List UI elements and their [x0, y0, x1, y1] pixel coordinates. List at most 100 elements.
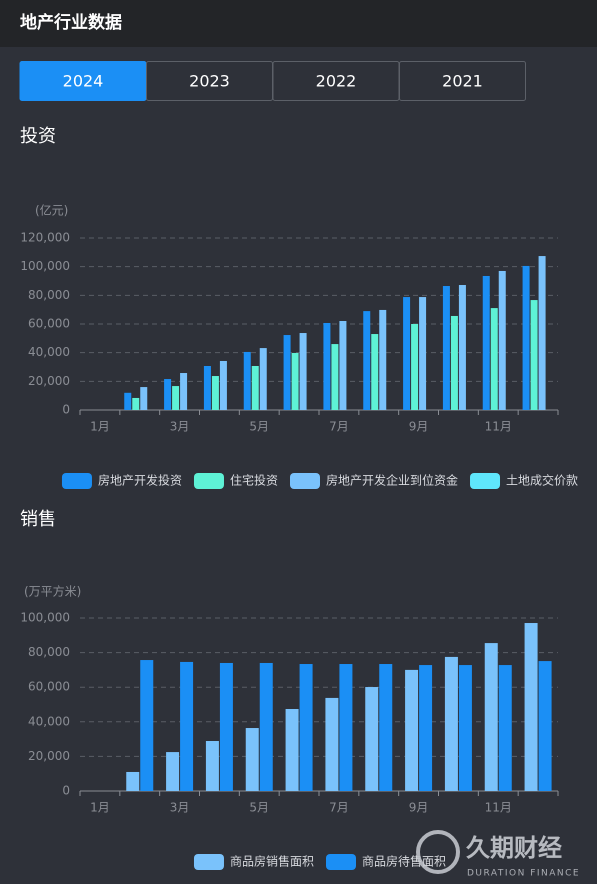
x-tick-label: 9月 [409, 801, 429, 815]
bar [219, 360, 227, 410]
x-tick-label: 7月 [329, 801, 349, 815]
bar [259, 662, 273, 791]
section-title: 投资 [20, 126, 56, 147]
bar [365, 687, 379, 791]
legend-swatch [193, 854, 224, 870]
bar [405, 669, 419, 791]
y-tick-label: 20,000 [28, 374, 70, 388]
bar [363, 311, 371, 410]
legend-label: 商品房销售面积 [230, 854, 314, 869]
bar [219, 662, 233, 791]
bar [490, 308, 498, 410]
y-tick-label: 0 [62, 784, 70, 798]
bar [498, 270, 506, 410]
legend-swatch [290, 473, 320, 489]
legend-label: 商品房待售面积 [362, 854, 446, 869]
legend-swatch [470, 473, 501, 489]
legend-label: 土地成交价款 [506, 473, 578, 488]
tab-label: 2024 [63, 72, 104, 91]
y-axis-unit: (亿元) [35, 203, 68, 218]
bar [245, 728, 259, 791]
bar [419, 665, 433, 791]
bar [299, 333, 307, 410]
y-tick-label: 100,000 [20, 259, 70, 273]
bar [522, 265, 530, 410]
bar [259, 348, 267, 410]
year-tab[interactable]: 2022 [272, 61, 400, 101]
year-tab[interactable]: 2024 [19, 61, 147, 101]
y-tick-label: 20,000 [28, 749, 70, 763]
legend-swatch [61, 473, 92, 489]
tab-label: 2023 [189, 72, 230, 91]
bar [291, 352, 299, 410]
legend-label: 房地产开发投资 [98, 473, 182, 488]
legend-label: 房地产开发企业到位资金 [326, 473, 458, 488]
year-tab[interactable]: 2023 [146, 61, 273, 101]
bar [450, 315, 458, 410]
bar [172, 386, 180, 410]
bar [211, 376, 219, 410]
bar [538, 256, 546, 410]
x-tick-label: 9月 [409, 420, 429, 434]
bar [283, 335, 291, 410]
x-tick-label: 11月 [485, 420, 512, 434]
year-tab[interactable]: 2021 [399, 61, 526, 101]
y-tick-label: 120,000 [20, 231, 70, 245]
bar [164, 379, 172, 410]
bar [325, 697, 339, 791]
legend: 房地产开发投资 住宅投资 房地产开发企业到位资金 土地成交价款 [61, 473, 578, 489]
bar [524, 623, 538, 791]
bar [180, 373, 188, 410]
bar [530, 300, 538, 410]
watermark-logo [416, 830, 460, 874]
x-tick-label: 5月 [249, 420, 269, 434]
x-tick-label: 1月 [90, 801, 110, 815]
y-axis-unit: (万平方米) [24, 584, 81, 599]
y-tick-label: 60,000 [28, 680, 70, 694]
bar [285, 708, 299, 791]
tab-label: 2022 [316, 72, 357, 91]
watermark-tagline: DURATION FINANCE [467, 869, 580, 879]
y-tick-label: 80,000 [28, 645, 70, 659]
page-title: 地产行业数据 [20, 12, 122, 33]
y-tick-label: 100,000 [20, 611, 70, 625]
bar [299, 664, 313, 791]
x-tick-label: 7月 [329, 420, 349, 434]
bar [180, 661, 194, 791]
bar [482, 275, 490, 410]
tab-box [399, 61, 526, 101]
bar [205, 741, 219, 791]
x-tick-label: 3月 [170, 420, 190, 434]
bar [371, 334, 379, 410]
legend-label: 住宅投资 [230, 473, 278, 488]
y-tick-label: 40,000 [28, 345, 70, 359]
bar [444, 656, 458, 791]
bar [124, 392, 132, 410]
bar [411, 324, 419, 410]
bar [132, 397, 140, 410]
bar [458, 285, 466, 410]
bar [331, 344, 339, 410]
bar [379, 664, 393, 791]
y-tick-label: 0 [62, 403, 70, 417]
y-tick-label: 60,000 [28, 317, 70, 331]
bar [140, 660, 154, 791]
watermark: 久期财经 DURATION FINANCE [416, 830, 580, 879]
y-tick-label: 80,000 [28, 288, 70, 302]
bar [442, 286, 450, 410]
bar [323, 322, 331, 410]
bar [140, 387, 148, 410]
bar [126, 771, 140, 791]
watermark-brand: 久期财经 [466, 834, 562, 862]
tab-label: 2021 [442, 72, 483, 91]
bar [498, 665, 512, 791]
x-tick-label: 1月 [90, 420, 110, 434]
bar [203, 365, 211, 410]
x-tick-label: 5月 [249, 801, 269, 815]
bar [251, 365, 259, 410]
bar [339, 320, 347, 410]
bar [484, 643, 498, 791]
bar [458, 665, 472, 791]
y-tick-label: 40,000 [28, 714, 70, 728]
